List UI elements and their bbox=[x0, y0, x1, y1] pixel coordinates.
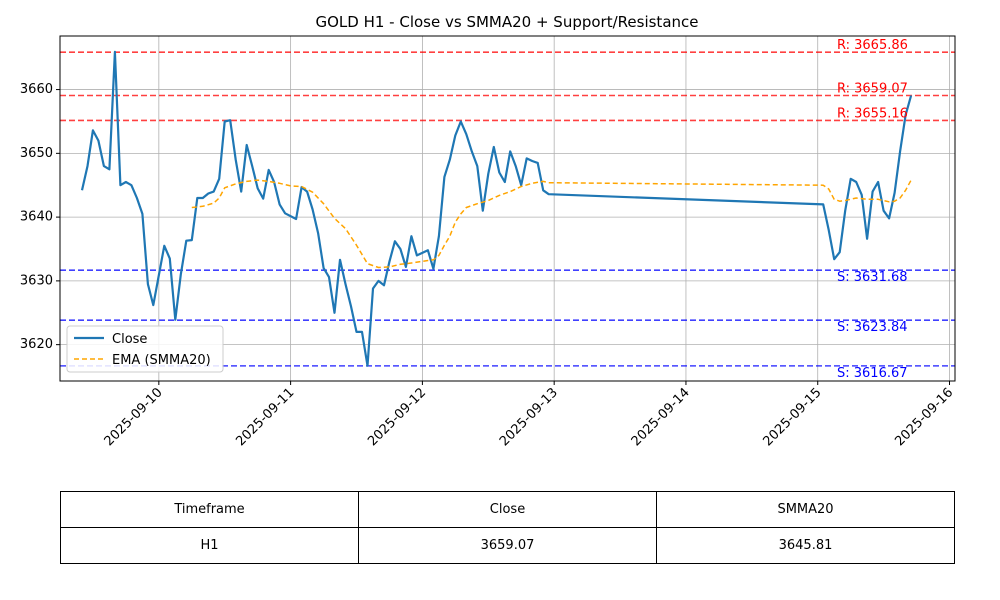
x-tick-label: 2025-09-12 bbox=[365, 385, 429, 449]
table-header-cell: Timeframe bbox=[60, 491, 359, 528]
x-tick-label: 2025-09-13 bbox=[497, 385, 561, 449]
table-header-row: Timeframe Close SMMA20 bbox=[60, 491, 955, 528]
y-tick-label: 3650 bbox=[20, 146, 53, 161]
resistance-label: R: 3659.07 bbox=[837, 81, 908, 96]
table-header-cell: SMMA20 bbox=[656, 491, 955, 528]
x-tick-label: 2025-09-15 bbox=[761, 385, 825, 449]
y-tick-label: 3620 bbox=[20, 337, 53, 352]
table-cell: H1 bbox=[60, 527, 359, 564]
x-tick-label: 2025-09-16 bbox=[892, 385, 956, 449]
series-lines bbox=[80, 50, 913, 367]
support-label: S: 3623.84 bbox=[837, 320, 908, 335]
chart-figure: GOLD H1 - Close vs SMMA20 + Support/Resi… bbox=[20, 13, 956, 449]
legend-label-smma: EMA (SMMA20) bbox=[112, 353, 211, 368]
chart-title: GOLD H1 - Close vs SMMA20 + Support/Resi… bbox=[315, 13, 698, 31]
support-label: S: 3616.67 bbox=[837, 366, 908, 381]
legend-box bbox=[66, 325, 224, 373]
x-tick-label: 2025-09-14 bbox=[629, 385, 693, 449]
plot-area-frame bbox=[59, 35, 956, 382]
support-label: S: 3631.68 bbox=[837, 270, 908, 285]
level-labels: R: 3665.86 R: 3659.07 R: 3655.16 S: 3631.68… bbox=[837, 38, 908, 381]
smma20-series-line bbox=[191, 179, 912, 269]
y-tick-label: 3640 bbox=[20, 210, 53, 225]
x-axis-ticks: 2025-09-10 2025-09-11 2025-09-12 2025-09-13… bbox=[102, 381, 956, 449]
legend: Close EMA (SMMA20) bbox=[66, 325, 224, 373]
y-tick-label: 3630 bbox=[20, 273, 53, 288]
support-resistance-levels bbox=[60, 51, 955, 367]
x-tick-label: 2025-09-10 bbox=[102, 385, 166, 449]
x-tick-label: 2025-09-11 bbox=[233, 385, 297, 449]
table-cell: 3659.07 bbox=[358, 527, 657, 564]
table-header-cell: Close bbox=[358, 491, 657, 528]
y-axis-ticks: 3620 3630 3640 3650 3660 bbox=[20, 82, 60, 352]
resistance-label: R: 3655.16 bbox=[837, 106, 908, 121]
legend-label-close: Close bbox=[112, 332, 147, 347]
summary-table: Timeframe Close SMMA20 H1 3659.07 3645.8… bbox=[60, 491, 955, 564]
resistance-label: R: 3665.86 bbox=[837, 38, 908, 53]
y-tick-label: 3660 bbox=[20, 82, 53, 97]
table-cell: 3645.81 bbox=[656, 527, 955, 564]
close-series-line bbox=[80, 50, 913, 367]
table-row: H1 3659.07 3645.81 bbox=[60, 527, 955, 564]
grid-lines bbox=[60, 36, 955, 381]
